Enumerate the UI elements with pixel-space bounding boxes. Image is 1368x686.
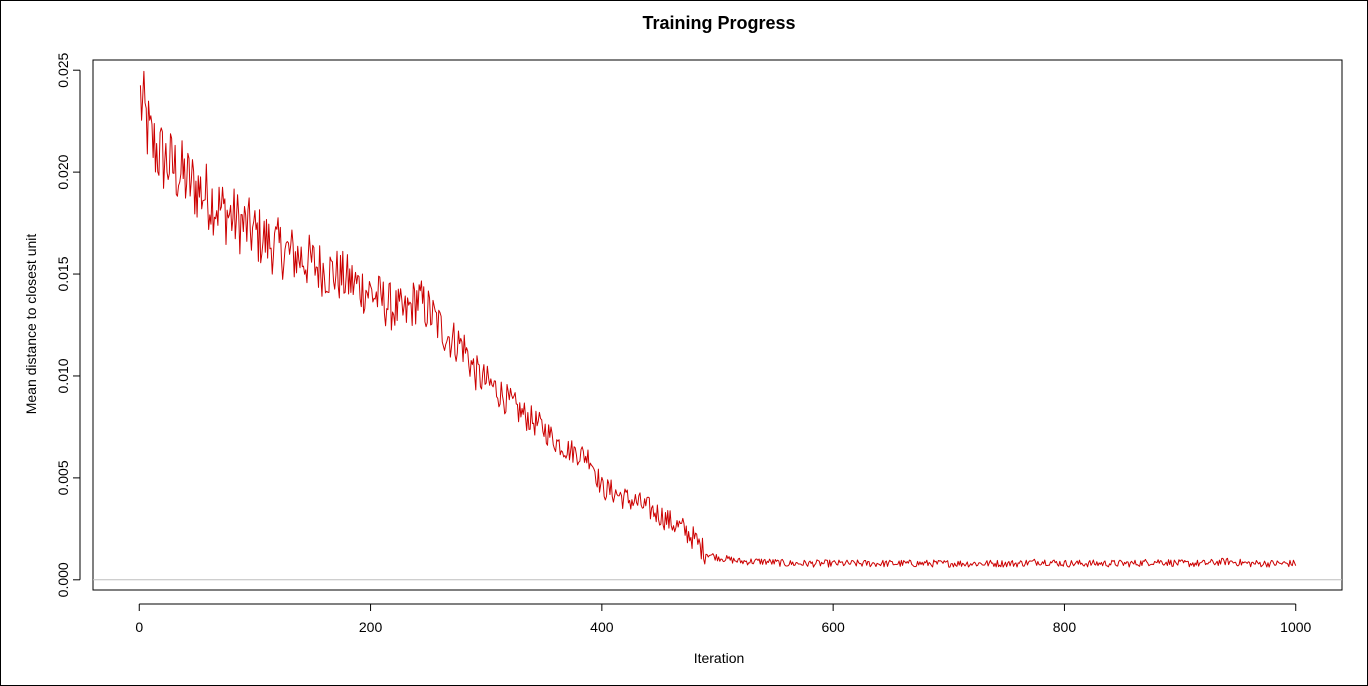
x-tick-label: 600 bbox=[821, 619, 845, 635]
x-axis: 0 200 400 600 800 1000 bbox=[135, 603, 1312, 635]
y-tick-label: 0.010 bbox=[55, 358, 71, 393]
x-tick-label: 200 bbox=[359, 619, 383, 635]
y-tick-label: 0.020 bbox=[55, 154, 71, 189]
x-tick-label: 0 bbox=[135, 619, 143, 635]
series-layer bbox=[139, 70, 1297, 568]
x-tick-label: 400 bbox=[590, 619, 614, 635]
x-axis-label: Iteration bbox=[694, 650, 745, 666]
y-tick-label: 0.005 bbox=[55, 460, 71, 495]
y-tick-label: 0.015 bbox=[55, 256, 71, 291]
series-line bbox=[139, 70, 1297, 568]
plot-box bbox=[92, 59, 1343, 591]
y-axis-label: Mean distance to closest unit bbox=[23, 234, 39, 415]
y-axis: 0.000 0.005 0.010 0.015 0.020 0.025 bbox=[55, 52, 81, 597]
chart-title: Training Progress bbox=[642, 13, 795, 33]
x-tick-label: 1000 bbox=[1280, 619, 1311, 635]
x-tick-label: 800 bbox=[1053, 619, 1077, 635]
y-tick-label: 0.000 bbox=[55, 562, 71, 597]
y-tick-label: 0.025 bbox=[55, 52, 71, 87]
